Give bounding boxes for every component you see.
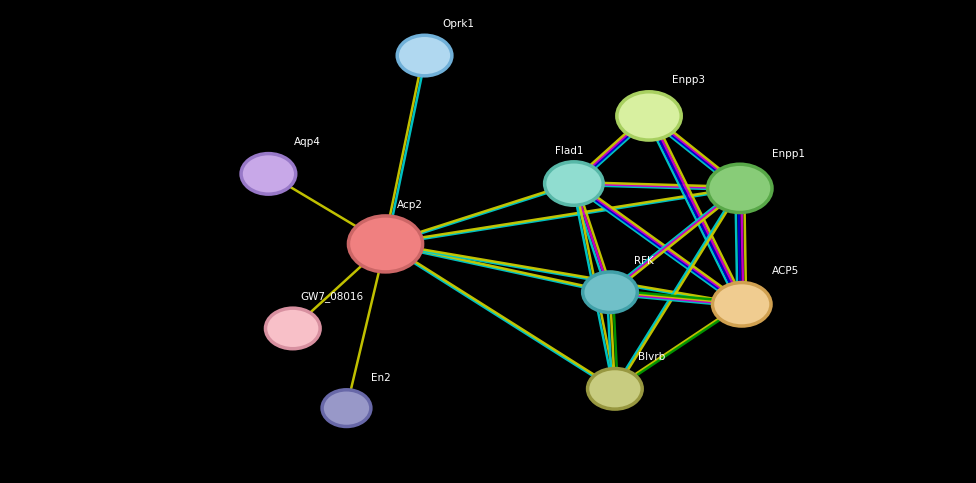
Ellipse shape [712, 283, 771, 326]
Ellipse shape [588, 369, 642, 409]
Text: Acp2: Acp2 [397, 200, 423, 210]
Ellipse shape [348, 216, 423, 272]
Text: En2: En2 [371, 373, 390, 383]
Text: Enpp3: Enpp3 [671, 75, 705, 85]
Ellipse shape [265, 308, 320, 349]
Text: Blvrb: Blvrb [638, 352, 666, 362]
Ellipse shape [617, 92, 681, 140]
Ellipse shape [322, 390, 371, 426]
Text: RFK: RFK [634, 256, 654, 266]
Ellipse shape [708, 164, 772, 213]
Text: Flad1: Flad1 [554, 145, 584, 156]
Ellipse shape [241, 154, 296, 194]
Text: Aqp4: Aqp4 [294, 137, 321, 147]
Text: ACP5: ACP5 [772, 266, 799, 276]
Ellipse shape [545, 162, 603, 205]
Text: Enpp1: Enpp1 [772, 149, 805, 159]
Ellipse shape [397, 35, 452, 76]
Ellipse shape [583, 272, 637, 313]
Text: Oprk1: Oprk1 [443, 19, 474, 29]
Text: GW7_08016: GW7_08016 [301, 291, 363, 302]
